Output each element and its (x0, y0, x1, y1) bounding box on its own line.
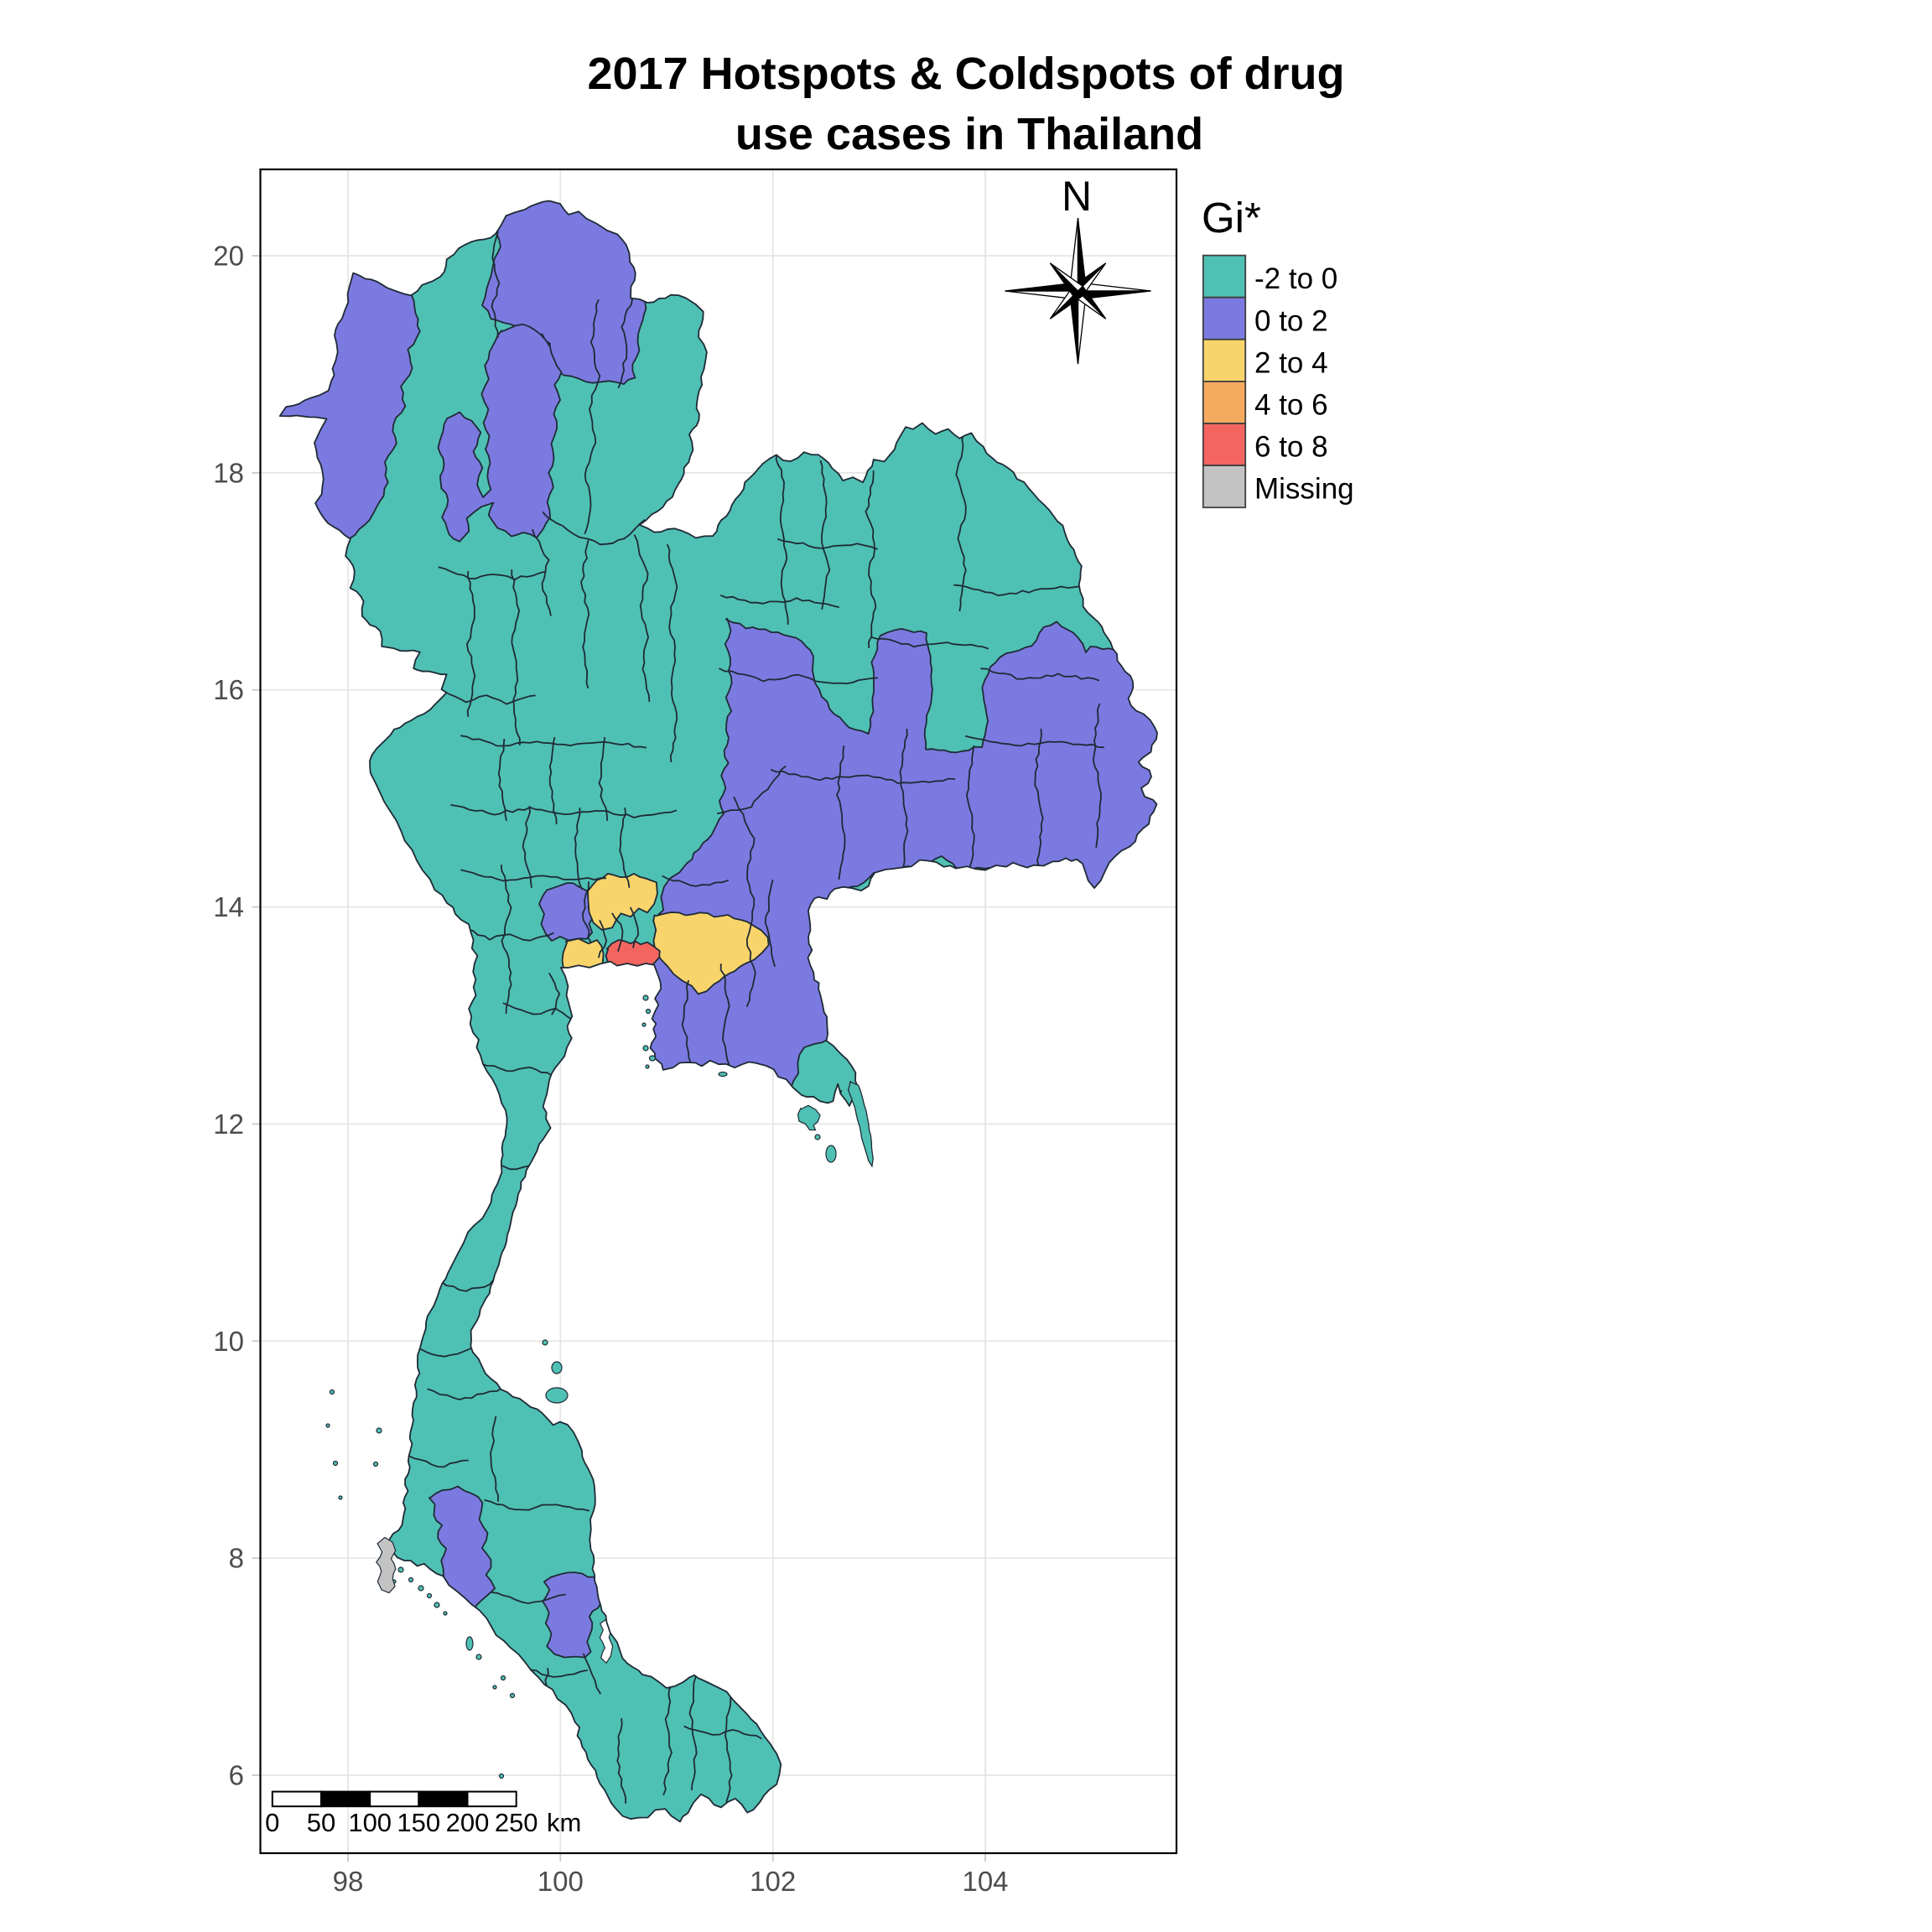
svg-text:6: 6 (229, 1760, 244, 1791)
svg-text:16: 16 (213, 674, 244, 705)
svg-text:150: 150 (397, 1808, 440, 1837)
svg-text:2 to 4: 2 to 4 (1254, 346, 1328, 379)
svg-text:104: 104 (962, 1866, 1008, 1897)
svg-text:100: 100 (538, 1866, 584, 1897)
svg-text:8: 8 (229, 1543, 244, 1574)
svg-text:98: 98 (333, 1866, 364, 1897)
svg-text:10: 10 (213, 1326, 244, 1357)
svg-text:-2 to 0: -2 to 0 (1254, 262, 1337, 295)
svg-text:102: 102 (750, 1866, 796, 1897)
svg-text:18: 18 (213, 457, 244, 488)
svg-text:250: 250 (495, 1808, 538, 1837)
svg-text:12: 12 (213, 1109, 244, 1140)
svg-text:use cases in Thailand: use cases in Thailand (735, 109, 1203, 159)
svg-text:Missing: Missing (1254, 473, 1354, 506)
svg-text:0 to 2: 0 to 2 (1254, 304, 1328, 337)
svg-text:14: 14 (213, 891, 244, 922)
svg-text:N: N (1062, 173, 1092, 220)
svg-text:2017 Hotspots & Coldspots of d: 2017 Hotspots & Coldspots of drug (587, 49, 1344, 99)
svg-text:200: 200 (446, 1808, 490, 1837)
svg-text:6 to 8: 6 to 8 (1254, 431, 1328, 464)
svg-text:km: km (547, 1808, 581, 1837)
svg-text:4 to 6: 4 to 6 (1254, 389, 1328, 422)
svg-text:50: 50 (307, 1808, 335, 1837)
svg-text:0: 0 (265, 1808, 279, 1837)
svg-text:100: 100 (348, 1808, 392, 1837)
svg-text:20: 20 (213, 241, 244, 272)
svg-text:Gi*: Gi* (1202, 194, 1261, 242)
